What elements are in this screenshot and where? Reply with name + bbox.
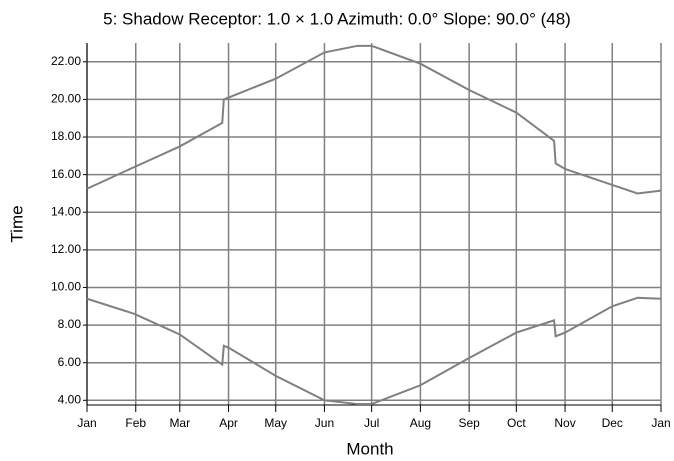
y-tick-label: 16.00 xyxy=(51,167,81,181)
x-tick-label: Jan xyxy=(651,416,670,430)
y-tick-label: 12.00 xyxy=(51,242,81,256)
x-tick-label: Jan xyxy=(77,416,96,430)
x-tick-label: Apr xyxy=(219,416,238,430)
y-tick-label: 18.00 xyxy=(51,129,81,143)
chart-title: 5: Shadow Receptor: 1.0 × 1.0 Azimuth: 0… xyxy=(103,9,571,28)
y-tick-label: 8.00 xyxy=(58,317,82,331)
y-tick-label: 14.00 xyxy=(51,204,81,218)
y-tick-label: 6.00 xyxy=(58,355,82,369)
x-tick-label: Jun xyxy=(315,416,334,430)
series-line xyxy=(86,44,662,195)
x-tick-label: Aug xyxy=(410,416,431,430)
x-tick-label: Feb xyxy=(125,416,146,430)
x-axis-label: Month xyxy=(346,439,393,458)
y-axis-label: Time xyxy=(7,205,26,242)
x-tick-label: Oct xyxy=(507,416,526,430)
x-tick-label: Mar xyxy=(169,416,190,430)
x-tick-label: Sep xyxy=(458,416,480,430)
y-tick-label: 4.00 xyxy=(58,392,82,406)
x-tick-label: May xyxy=(264,416,287,430)
y-tick-label: 22.00 xyxy=(51,54,81,68)
x-tick-label: Nov xyxy=(554,416,575,430)
y-tick-label: 10.00 xyxy=(51,280,81,294)
x-tick-label: Jul xyxy=(364,416,379,430)
y-tick-label: 20.00 xyxy=(51,92,81,106)
series-line xyxy=(86,296,662,406)
x-tick-label: Dec xyxy=(602,416,623,430)
